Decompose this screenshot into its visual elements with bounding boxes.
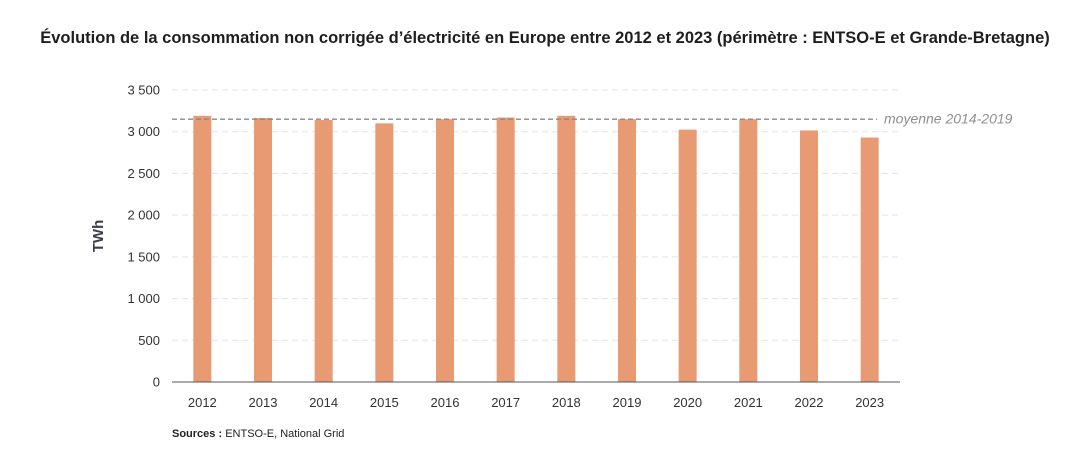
y-tick-label: 1 000 — [127, 291, 160, 306]
x-tick-label: 2015 — [370, 395, 399, 410]
bar-2022 — [800, 130, 818, 382]
x-tick-label: 2020 — [673, 395, 702, 410]
y-axis-label: TWh — [90, 220, 107, 252]
bar-2012 — [193, 115, 212, 382]
x-tick-label: 2017 — [491, 395, 520, 410]
x-tick-label: 2022 — [795, 395, 824, 410]
x-tick-label: 2023 — [855, 395, 884, 410]
bar-2021 — [739, 119, 758, 382]
y-tick-label: 3 000 — [127, 124, 160, 139]
y-tick-label: 2 500 — [127, 166, 160, 181]
y-tick-label: 3 500 — [127, 83, 160, 98]
y-tick-label: 500 — [138, 333, 160, 348]
y-tick-label: 0 — [153, 375, 160, 390]
y-tick-label: 2 000 — [127, 208, 160, 223]
x-tick-label: 2021 — [734, 395, 763, 410]
x-tick-label: 2019 — [613, 395, 642, 410]
sources-note: Sources : ENTSO-E, National Grid — [172, 428, 344, 440]
bar-2014 — [314, 120, 333, 382]
bar-2018 — [557, 115, 576, 382]
bar-2017 — [496, 117, 515, 382]
x-tick-label: 2013 — [249, 395, 278, 410]
bar-2013 — [254, 117, 272, 382]
x-tick-label: 2014 — [309, 395, 338, 410]
y-tick-label: 1 500 — [127, 249, 160, 264]
bar-2019 — [618, 119, 636, 382]
average-reference-label: moyenne 2014-2019 — [884, 111, 1013, 127]
bar-2023 — [860, 137, 879, 382]
sources-text: ENTSO-E, National Grid — [225, 428, 345, 440]
x-tick-label: 2016 — [431, 395, 460, 410]
bar-2020 — [678, 129, 697, 382]
bar-2015 — [375, 123, 394, 382]
chart-title: Évolution de la consommation non corrigé… — [40, 29, 1050, 47]
bar-2016 — [436, 119, 454, 382]
sources-label: Sources : — [172, 428, 223, 440]
x-tick-label: 2012 — [188, 395, 217, 410]
x-tick-label: 2018 — [552, 395, 581, 410]
